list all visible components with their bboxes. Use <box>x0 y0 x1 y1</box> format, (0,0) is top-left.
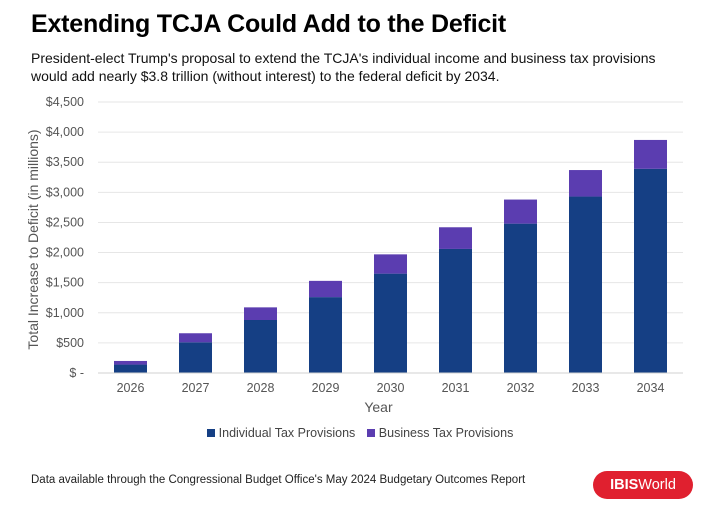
x-tick-label: 2030 <box>377 381 405 395</box>
bar-individual <box>114 364 147 373</box>
bar-individual <box>179 342 212 373</box>
stacked-bar-chart: $ - $500 $1,000 $1,500 $2,000 $2,500 $3,000 $3,… <box>25 95 683 415</box>
y-tick-label: $1,000 <box>46 306 84 320</box>
x-tick-label: 2032 <box>507 381 535 395</box>
legend-item-individual: Individual Tax Provisions <box>206 426 356 440</box>
legend: Individual Tax Provisions Business Tax P… <box>0 426 720 440</box>
bar-business <box>309 280 342 298</box>
chart-subtitle: President-elect Trump's proposal to exte… <box>31 50 656 84</box>
legend-swatch-business <box>366 429 375 437</box>
bar-business <box>179 333 212 343</box>
ibisworld-logo: IBISWorld <box>593 471 693 499</box>
y-axis-title: Total Increase to Deficit (in millions) <box>25 129 41 349</box>
legend-swatch-individual <box>206 429 215 437</box>
x-tick-label: 2029 <box>312 381 340 395</box>
y-tick-label: $1,500 <box>46 276 84 290</box>
y-tick-label: $ - <box>69 366 84 380</box>
y-axis-ticks: $ - $500 $1,000 $1,500 $2,000 $2,500 $3,000 $3,… <box>46 95 84 380</box>
bar-business <box>634 139 667 169</box>
y-tick-label: $3,500 <box>46 155 84 169</box>
y-tick-label: $4,500 <box>46 95 84 109</box>
bar-individual <box>504 223 537 373</box>
x-tick-label: 2028 <box>247 381 275 395</box>
x-axis-ticks: 2026 2027 2028 2029 2030 2031 2032 2033 2034 <box>117 381 665 395</box>
x-tick-label: 2026 <box>117 381 145 395</box>
bar-business <box>374 254 407 274</box>
x-tick-label: 2034 <box>637 381 665 395</box>
y-tick-label: $3,000 <box>46 185 84 199</box>
y-tick-label: $500 <box>56 336 84 350</box>
bar-business <box>114 360 147 365</box>
chart-title: Extending TCJA Could Add to the Deficit <box>31 10 507 38</box>
bar-individual <box>569 196 602 373</box>
legend-label-individual: Individual Tax Provisions <box>218 426 356 440</box>
bar-business <box>244 307 277 321</box>
y-tick-label: $4,000 <box>46 125 84 139</box>
x-tick-label: 2031 <box>442 381 470 395</box>
y-tick-label: $2,000 <box>46 246 84 260</box>
x-tick-label: 2033 <box>572 381 600 395</box>
x-axis-title: Year <box>364 399 393 415</box>
bar-business <box>439 227 472 249</box>
legend-item-business: Business Tax Provisions <box>366 426 514 440</box>
x-tick-label: 2027 <box>182 381 210 395</box>
y-tick-label: $2,500 <box>46 215 84 229</box>
bar-individual <box>309 297 342 373</box>
bar-business <box>569 170 602 197</box>
bar-individual <box>439 248 472 373</box>
bar-business <box>504 199 537 224</box>
bar-individual <box>244 320 277 373</box>
source-footnote: Data available through the Congressional… <box>31 474 526 486</box>
bar-individual <box>374 273 407 373</box>
bars <box>114 139 667 373</box>
bar-individual <box>634 168 667 373</box>
legend-label-business: Business Tax Provisions <box>378 426 514 440</box>
